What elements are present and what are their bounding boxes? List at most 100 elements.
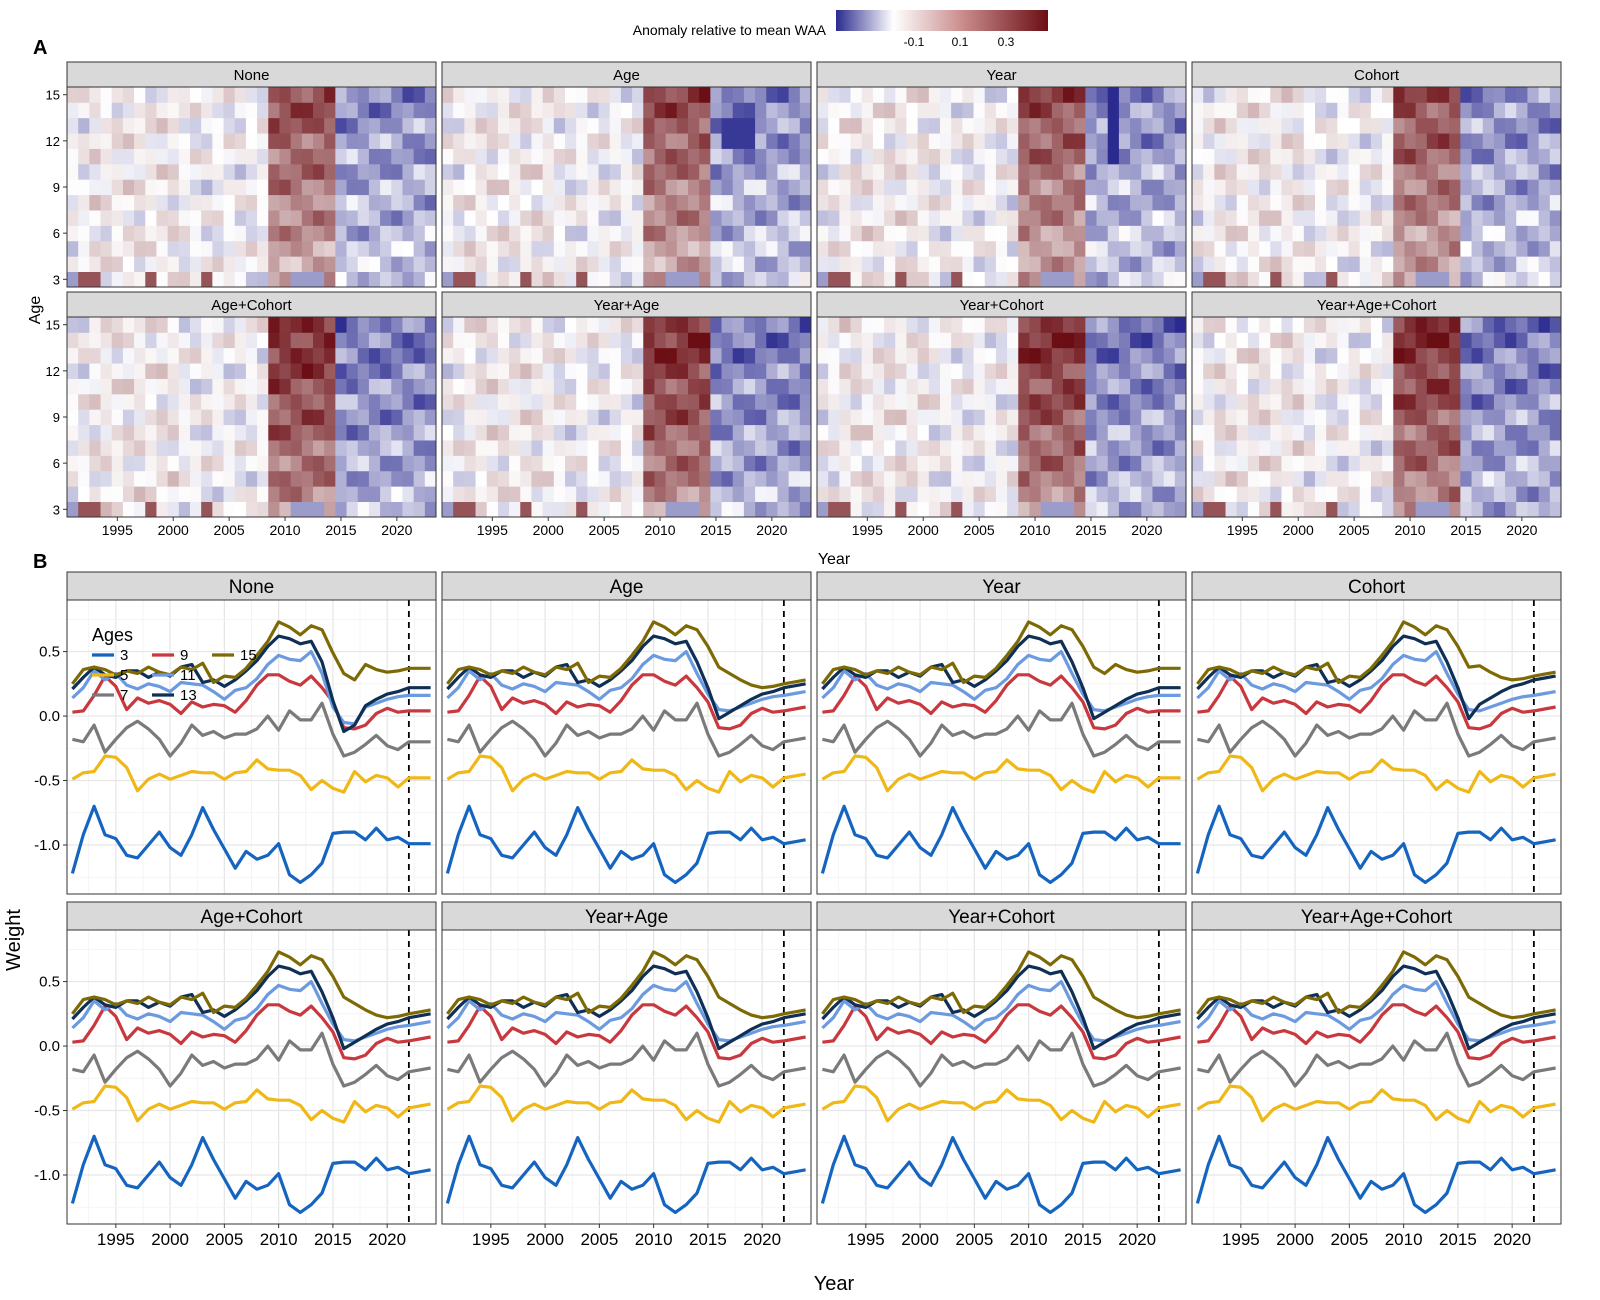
- heatmap-cell: [643, 424, 655, 441]
- heatmap-cell: [542, 317, 555, 333]
- heatmap-cell: [1303, 240, 1316, 257]
- heatmap-cell: [1130, 225, 1142, 242]
- heatmap-cell: [917, 501, 930, 518]
- heatmap-cell: [1225, 440, 1238, 456]
- heatmap-cell: [1259, 440, 1271, 456]
- heatmap-cell: [453, 424, 465, 441]
- heatmap-cell: [951, 455, 963, 472]
- heatmap-cell: [1415, 133, 1428, 149]
- heatmap-cell: [1426, 210, 1439, 226]
- heatmap-cell: [817, 409, 829, 426]
- heatmap-cell: [1018, 133, 1030, 149]
- heatmap-cell: [78, 424, 90, 441]
- facet-border: [441, 316, 812, 518]
- heatmap-cell: [1382, 163, 1394, 180]
- heatmap-cell: [542, 470, 555, 487]
- heatmap-cell: [156, 424, 169, 441]
- heatmap-cell: [268, 409, 280, 426]
- heatmap-cell: [1404, 440, 1417, 456]
- heatmap-cell: [313, 393, 325, 410]
- heatmap-cell: [688, 409, 700, 426]
- heatmap-cell: [984, 163, 997, 180]
- heatmap-cell: [1174, 240, 1187, 257]
- heatmap-cell: [1426, 501, 1439, 518]
- heatmap-cell: [78, 271, 90, 288]
- heatmap-cell: [676, 194, 689, 211]
- heatmap-cell: [587, 393, 599, 410]
- heatmap-cell: [1438, 240, 1450, 257]
- heatmap-cell: [1393, 378, 1405, 395]
- heatmap-cell: [1203, 102, 1215, 119]
- heatmap-cell: [1018, 470, 1030, 487]
- heatmap-cell: [576, 347, 588, 364]
- heatmap-cell: [755, 256, 767, 273]
- heatmap-cell: [290, 440, 303, 456]
- heatmap-cell: [346, 102, 359, 119]
- heatmap-cell: [442, 378, 454, 395]
- heatmap-cell: [1549, 363, 1562, 379]
- heatmap-cell: [1505, 393, 1517, 410]
- heatmap-cell: [1516, 194, 1528, 211]
- heatmap-cell: [1292, 486, 1305, 503]
- heatmap-cell: [1074, 501, 1086, 518]
- heatmap-cell: [917, 271, 930, 288]
- heatmap-cell: [368, 240, 381, 257]
- heatmap-cell: [1107, 424, 1120, 441]
- heatmap-cell: [1460, 148, 1472, 165]
- heatmap-cell: [223, 486, 236, 503]
- heatmap-cell: [839, 179, 851, 196]
- heatmap-cell: [777, 470, 790, 487]
- heatmap-cell: [212, 271, 224, 288]
- heatmap-cell: [178, 163, 191, 180]
- heatmap-cell: [755, 317, 767, 333]
- heatmap-cell: [951, 378, 963, 395]
- heatmap-cell: [620, 378, 633, 395]
- heatmap-cell: [442, 210, 454, 226]
- heatmap-cell: [699, 486, 711, 503]
- heatmap-cell: [699, 117, 711, 134]
- series-line-age-15: [446, 620, 806, 690]
- heatmap-cell: [301, 148, 314, 165]
- heatmap-cell: [509, 317, 521, 333]
- heatmap-cell: [156, 256, 169, 273]
- legend-label: 11: [180, 667, 196, 684]
- heatmap-cell: [962, 194, 974, 211]
- heatmap-cell: [1493, 240, 1506, 257]
- heatmap-cell: [190, 501, 202, 518]
- facet-border: [66, 599, 437, 895]
- heatmap-cell: [1370, 347, 1383, 364]
- heatmap-cell: [553, 117, 566, 134]
- heatmap-cell: [335, 179, 347, 196]
- heatmap-cell: [1326, 163, 1338, 180]
- heatmap-cell: [212, 133, 224, 149]
- heatmap-cell: [391, 225, 403, 242]
- heatmap-cell: [884, 87, 896, 103]
- series-line-age-7: [1197, 1031, 1556, 1088]
- heatmap-cell: [1415, 179, 1428, 196]
- heatmap-cell: [1214, 317, 1226, 333]
- heatmap-cell: [257, 163, 269, 180]
- heatmap-cell: [1163, 470, 1176, 487]
- heatmap-cell: [632, 179, 644, 196]
- heatmap-cell: [1192, 317, 1204, 333]
- heatmap-cell: [1538, 378, 1551, 395]
- heatmap-cell: [1107, 148, 1120, 165]
- heatmap-cell: [1438, 194, 1450, 211]
- heatmap-cell: [1192, 440, 1204, 456]
- heatmap-cell: [721, 501, 734, 518]
- heatmap-cell: [1359, 470, 1372, 487]
- facet-title: Age: [610, 577, 644, 598]
- heatmap-cell: [654, 486, 667, 503]
- heatmap-cell: [223, 470, 236, 487]
- heatmap-cell: [1426, 440, 1439, 456]
- heatmap-cell: [962, 363, 974, 379]
- heatmap-cell: [78, 317, 90, 333]
- heatmap-cell: [1040, 87, 1053, 103]
- heatmap-cell: [895, 378, 907, 395]
- heatmap-cell: [134, 256, 146, 273]
- heatmap-cell: [1471, 440, 1484, 456]
- heatmap-cell: [212, 378, 224, 395]
- heatmap-cell: [895, 148, 907, 165]
- heatmap-cell: [167, 87, 180, 103]
- heatmap-cell: [1029, 117, 1042, 134]
